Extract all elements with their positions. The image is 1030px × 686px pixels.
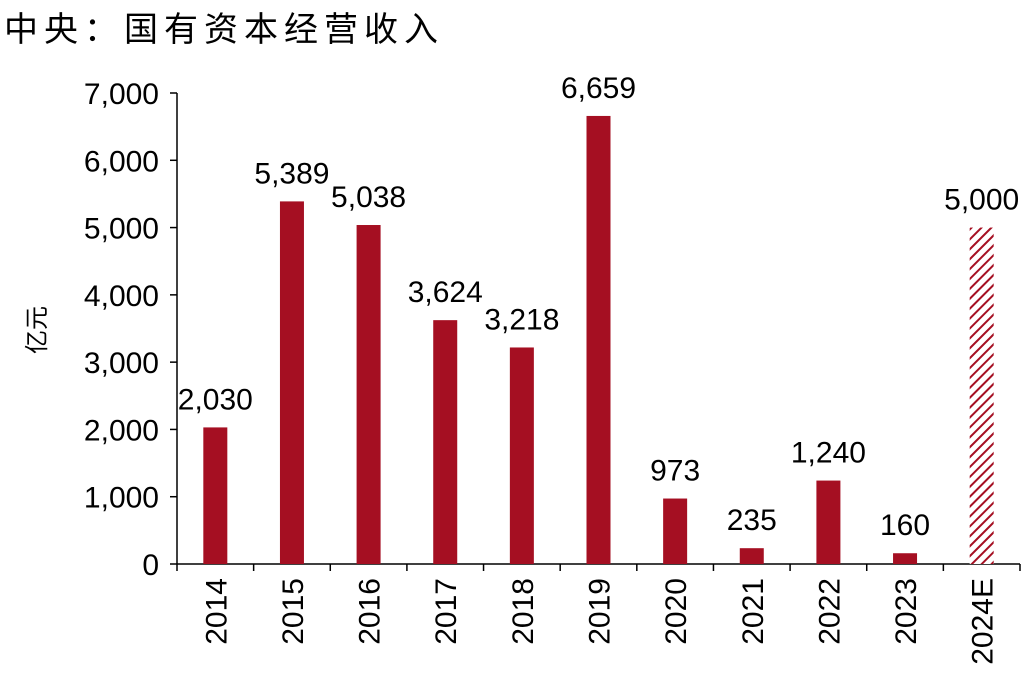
data-label-2020: 973 [650, 455, 700, 488]
bar-2024E [969, 227, 994, 565]
y-tick-label: 5,000 [84, 213, 159, 246]
x-tick-label: 2022 [813, 578, 846, 645]
x-tick-label: 2020 [660, 578, 693, 645]
y-axis-label: 亿元 [23, 306, 51, 354]
x-tick-label: 2018 [507, 578, 540, 645]
data-label-2017: 3,624 [408, 276, 483, 309]
data-label-2021: 235 [727, 504, 777, 537]
data-label-2023: 160 [880, 509, 930, 542]
x-tick-label: 2023 [890, 578, 923, 645]
bar-2018 [509, 347, 534, 564]
bar-2020 [663, 498, 688, 564]
data-label-2024E: 5,000 [944, 184, 1019, 217]
data-label-2014: 2,030 [178, 383, 253, 416]
x-tick-label: 2019 [584, 578, 617, 645]
data-label-2022: 1,240 [791, 437, 866, 470]
bar-2015 [279, 201, 304, 565]
x-tick-label: 2024E [967, 578, 1000, 665]
y-tick-label: 4,000 [84, 280, 159, 313]
x-tick-label: 2017 [430, 578, 463, 645]
y-tick-label: 6,000 [84, 145, 159, 178]
bar-2017 [433, 320, 458, 564]
y-tick-label: 3,000 [84, 347, 159, 380]
bar-2022 [816, 480, 841, 564]
y-tick-label: 1,000 [84, 482, 159, 515]
data-label-2018: 3,218 [484, 303, 559, 336]
bar-2023 [893, 553, 918, 564]
x-tick-label: 2021 [737, 578, 770, 645]
x-tick-label: 2015 [277, 578, 310, 645]
x-tick-label: 2014 [200, 578, 233, 645]
x-tick-label: 2016 [354, 578, 387, 645]
bar-2019 [586, 115, 611, 564]
chart-title: 中央：国有资本经营收入 [4, 10, 444, 50]
y-tick-label: 0 [142, 549, 159, 582]
bar-2016 [356, 225, 381, 564]
data-label-2019: 6,659 [561, 72, 636, 105]
y-tick-label: 7,000 [84, 78, 159, 111]
y-tick-label: 2,000 [84, 414, 159, 447]
data-label-2016: 5,038 [331, 181, 406, 214]
data-label-2015: 5,389 [254, 157, 329, 190]
bar-2014 [203, 427, 228, 564]
bar-2021 [739, 548, 764, 564]
